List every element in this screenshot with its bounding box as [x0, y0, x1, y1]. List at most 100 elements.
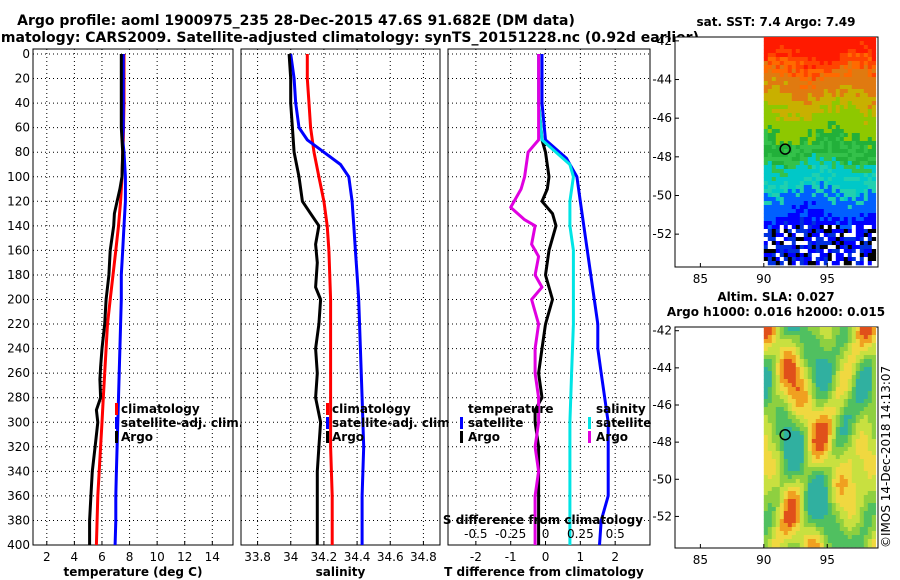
- map-cell: [807, 519, 813, 524]
- map-cell: [855, 69, 861, 74]
- map-cell: [819, 467, 825, 472]
- map-cell: [787, 475, 793, 480]
- map-cell: [823, 543, 829, 548]
- map-cell: [787, 209, 793, 214]
- map-cell: [855, 423, 861, 428]
- map-cell: [803, 161, 809, 166]
- map-cell: [831, 431, 837, 436]
- map-cell: [767, 543, 773, 548]
- map-cell: [787, 37, 793, 42]
- map-cell: [843, 129, 849, 134]
- map-cell: [823, 173, 829, 178]
- map-cell: [771, 41, 777, 46]
- map-cell: [847, 197, 853, 202]
- map-cell: [831, 117, 837, 122]
- imos-credit: ©IMOS 14-Dec-2018 14:13:07: [879, 366, 893, 548]
- map-cell: [791, 185, 797, 190]
- map-cell: [871, 439, 877, 444]
- map-cell: [783, 395, 789, 400]
- map-cell: [859, 105, 865, 110]
- map-cell: [819, 383, 825, 388]
- map-cell: [843, 249, 849, 254]
- map-cell: [871, 391, 877, 396]
- map-cell: [871, 189, 877, 194]
- map-cell: [803, 351, 809, 356]
- map-cell: [783, 535, 789, 540]
- map-cell: [807, 339, 813, 344]
- map-cell: [863, 451, 869, 456]
- map-cell: [815, 335, 821, 340]
- map-cell: [819, 189, 825, 194]
- map-cell: [827, 217, 833, 222]
- map-cell: [839, 65, 845, 70]
- map-cell: [847, 499, 853, 504]
- map-cell: [835, 359, 841, 364]
- map-cell: [803, 475, 809, 480]
- map-cell: [803, 93, 809, 98]
- map-cell: [783, 73, 789, 78]
- map-cell: [787, 407, 793, 412]
- map-cell: [791, 443, 797, 448]
- map-cell: [787, 403, 793, 408]
- map-cell: [843, 395, 849, 400]
- map-cell: [807, 543, 813, 548]
- map-cell: [811, 339, 817, 344]
- map-cell: [795, 367, 801, 372]
- map-cell: [783, 447, 789, 452]
- map-cell: [795, 543, 801, 548]
- map-cell: [763, 101, 769, 106]
- map-cell: [831, 331, 837, 336]
- map-cell: [867, 439, 873, 444]
- map-cell: [835, 455, 841, 460]
- map-cell: [823, 411, 829, 416]
- map-cell: [795, 515, 801, 520]
- map-cell: [839, 157, 845, 162]
- map-cell: [771, 249, 777, 254]
- map-cell: [855, 197, 861, 202]
- map-cell: [847, 363, 853, 368]
- map-cell: [827, 37, 833, 42]
- map-cell: [823, 355, 829, 360]
- map-cell: [871, 45, 877, 50]
- map-cell: [819, 229, 825, 234]
- map-cell: [779, 431, 785, 436]
- map-cell: [779, 403, 785, 408]
- legend-label: Argo: [332, 430, 364, 444]
- map-cell: [835, 61, 841, 66]
- map-cell: [807, 121, 813, 126]
- map-cell: [767, 527, 773, 532]
- y-tick-label: 60: [15, 121, 30, 135]
- map-cell: [871, 229, 877, 234]
- map-cell: [799, 507, 805, 512]
- map-cell: [763, 221, 769, 226]
- map-cell: [819, 169, 825, 174]
- map-cell: [823, 53, 829, 58]
- map-cell: [795, 343, 801, 348]
- map-cell: [843, 209, 849, 214]
- map-cell: [827, 515, 833, 520]
- map-cell: [815, 217, 821, 222]
- map-cell: [831, 355, 837, 360]
- map-cell: [835, 411, 841, 416]
- map-cell: [791, 141, 797, 146]
- map-cell: [835, 351, 841, 356]
- map-cell: [831, 257, 837, 262]
- map-cell: [767, 511, 773, 516]
- map-cell: [863, 145, 869, 150]
- map-cell: [863, 375, 869, 380]
- map-cell: [799, 85, 805, 90]
- map-cell: [843, 221, 849, 226]
- map-cell: [863, 479, 869, 484]
- map-cell: [791, 359, 797, 364]
- map-cell: [771, 261, 777, 266]
- map-cell: [779, 523, 785, 528]
- map-cell: [839, 511, 845, 516]
- map-cell: [811, 201, 817, 206]
- map-cell: [803, 435, 809, 440]
- map-cell: [807, 61, 813, 66]
- map-cell: [787, 483, 793, 488]
- map-cell: [855, 185, 861, 190]
- map-cell: [819, 339, 825, 344]
- map-cell: [831, 165, 837, 170]
- map-cell: [775, 237, 781, 242]
